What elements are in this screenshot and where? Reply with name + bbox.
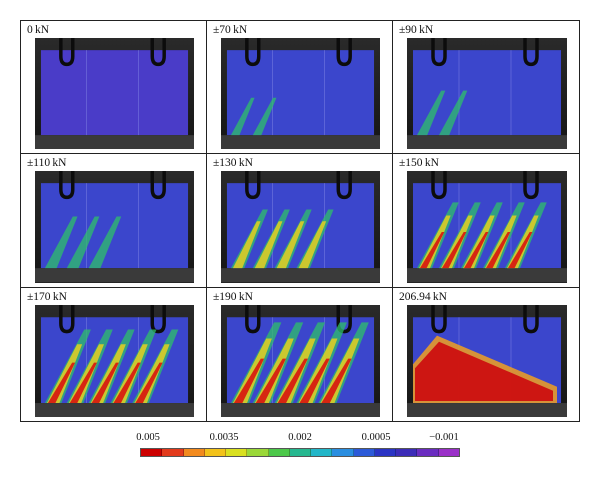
color-bar-swatch (311, 449, 333, 456)
load-stage-panel: ±170 kN (21, 287, 207, 421)
strain-contour-photo (407, 304, 567, 417)
load-label: ±150 kN (399, 157, 439, 170)
color-bar-swatch (226, 449, 248, 456)
strain-contour-photo (35, 171, 194, 283)
load-label: ±90 kN (399, 24, 434, 36)
strain-field-grid: 0 kN ±70 kN ±90 kN ±110 kN ±130 kN ±150 … (20, 20, 580, 422)
scale-tick-label: 0.0035 (209, 432, 239, 443)
load-stage-panel: ±90 kN (393, 21, 579, 155)
load-stage-panel: ±110 kN (21, 154, 207, 288)
load-stage-panel: 206.94 kN (393, 288, 579, 421)
scale-tick-label: 0.005 (136, 432, 160, 443)
strain-color-scale: 0.005 0.0035 0.002 0.0005 −0.001 (136, 432, 460, 462)
scale-tick-label: 0.0005 (361, 432, 391, 443)
color-bar-swatch (374, 449, 397, 456)
color-bar-swatch (438, 449, 459, 456)
load-stage-panel: ±190 kN (207, 287, 393, 421)
color-bar-swatch (332, 449, 354, 456)
color-bar-swatch (417, 449, 439, 456)
color-bar-swatch (141, 449, 163, 456)
load-label: ±110 kN (27, 157, 67, 170)
scale-tick-label: 0.002 (288, 432, 312, 443)
strain-contour-photo (221, 38, 380, 150)
color-bar (140, 448, 460, 457)
strain-contour-photo (221, 304, 380, 417)
strain-contour-photo (407, 171, 567, 283)
scale-tick-label: −0.001 (429, 432, 459, 443)
color-bar-swatch (247, 449, 269, 456)
color-bar-swatch (353, 449, 375, 456)
load-stage-panel: ±130 kN (207, 154, 393, 288)
load-label: ±130 kN (213, 157, 253, 170)
strain-contour-photo (35, 38, 194, 150)
load-stage-panel: ±150 kN (393, 154, 579, 288)
strain-contour-photo (407, 38, 567, 150)
color-bar-swatch (396, 449, 418, 456)
load-label: ±70 kN (213, 24, 248, 36)
color-bar-swatch (289, 449, 312, 456)
load-stage-panel: ±70 kN (207, 21, 393, 155)
load-label: ±190 kN (213, 290, 253, 303)
strain-contour-photo (221, 171, 380, 283)
load-stage-panel: 0 kN (21, 21, 207, 155)
color-bar-swatch (204, 449, 227, 456)
scale-ticks: 0.005 0.0035 0.002 0.0005 −0.001 (136, 432, 460, 446)
load-label: 0 kN (27, 24, 50, 36)
color-bar-swatch (162, 449, 184, 456)
strain-contour-photo (35, 304, 194, 417)
load-label: ±170 kN (27, 290, 67, 303)
color-bar-swatch (183, 449, 205, 456)
color-bar-swatch (268, 449, 290, 456)
load-label: 206.94 kN (399, 290, 447, 303)
